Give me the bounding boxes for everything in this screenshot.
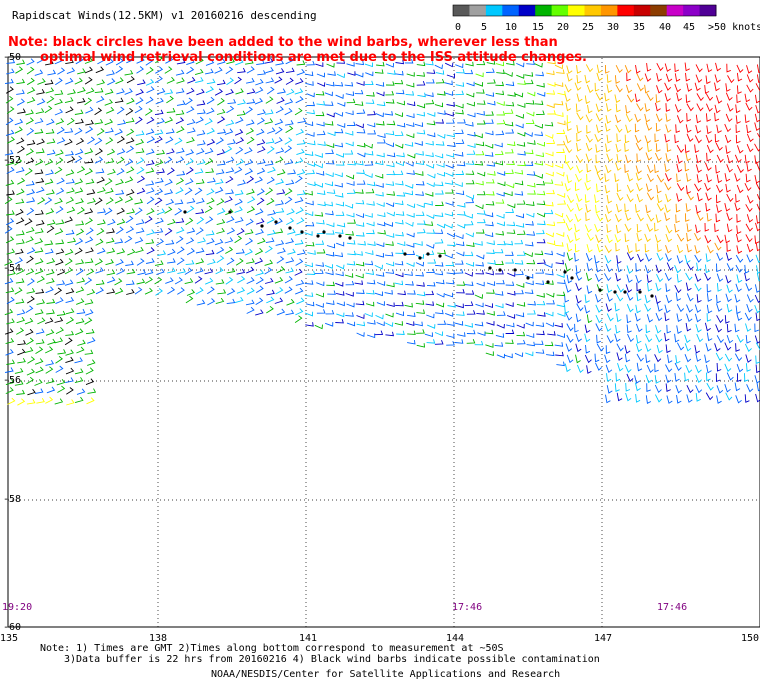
lat-label-50: -50 xyxy=(3,52,21,63)
contamination-dot xyxy=(498,268,502,272)
lon-label-141: 141 xyxy=(299,633,317,644)
legend-swatch xyxy=(600,5,618,16)
time-label-right: 17:46 xyxy=(657,602,687,613)
legend-swatch xyxy=(453,5,470,16)
legend-label: 45 xyxy=(683,22,695,33)
contamination-dot xyxy=(260,224,264,228)
legend-swatch xyxy=(584,5,602,16)
contamination-dot xyxy=(274,220,278,224)
wind-barb-group xyxy=(546,59,684,254)
contamination-dot xyxy=(348,236,352,240)
lat-label-52: -52 xyxy=(3,155,21,166)
wind-barb-group xyxy=(4,58,135,396)
contamination-dot xyxy=(322,230,326,234)
contamination-dot xyxy=(300,230,304,234)
lat-label-58: -58 xyxy=(3,494,21,505)
contamination-dot xyxy=(338,234,342,238)
legend-label: 35 xyxy=(633,22,645,33)
legend-swatch xyxy=(666,5,684,16)
contamination-dot xyxy=(546,280,550,284)
contamination-dot xyxy=(513,268,517,272)
contamination-dot xyxy=(316,234,320,238)
contamination-dot xyxy=(526,276,530,280)
legend-label: 30 xyxy=(607,22,619,33)
legend-label: 25 xyxy=(582,22,594,33)
legend-label: 0 xyxy=(455,22,461,33)
legend-swatch xyxy=(617,5,635,16)
lon-label-138: 138 xyxy=(149,633,167,644)
lat-label-60: -60 xyxy=(3,622,21,633)
notice-line-2: optimal wind retrieval conditions are me… xyxy=(40,50,587,65)
lat-label-54: -54 xyxy=(3,263,21,274)
legend-label: 40 xyxy=(659,22,671,33)
contamination-dot xyxy=(288,226,292,230)
wind-barbs-layer xyxy=(4,55,760,406)
wind-barb-group xyxy=(7,82,621,406)
legend-swatch xyxy=(502,5,520,16)
legend-swatch xyxy=(650,5,668,16)
legend-swatch xyxy=(551,5,569,16)
contamination-dot xyxy=(638,290,642,294)
legend-label: 15 xyxy=(532,22,544,33)
legend-frame xyxy=(452,4,717,17)
legend-label: 10 xyxy=(505,22,517,33)
contamination-dot xyxy=(570,276,574,280)
lat-label-56: -56 xyxy=(3,375,21,386)
lon-label-147: 147 xyxy=(594,633,612,644)
contamination-dot xyxy=(613,290,617,294)
contamination-dot xyxy=(426,252,430,256)
footer-credit: NOAA/NESDIS/Center for Satellite Applica… xyxy=(211,669,560,680)
time-label-middle: 17:46 xyxy=(452,602,482,613)
footer-note-1: Note: 1) Times are GMT 2)Times along bot… xyxy=(40,643,504,654)
contamination-dot xyxy=(438,254,442,258)
notice-line-1: Note: black circles have been added to t… xyxy=(8,35,558,50)
contamination-dot xyxy=(183,210,187,214)
wind-barb-group xyxy=(4,56,760,404)
contamination-dot xyxy=(598,288,602,292)
legend-swatch xyxy=(568,5,585,16)
contamination-dot xyxy=(650,294,654,298)
wind-barb-group xyxy=(135,58,760,403)
legend-label: 20 xyxy=(557,22,569,33)
legend-swatch xyxy=(469,5,487,16)
map-grid xyxy=(7,56,760,628)
legend-swatch xyxy=(535,5,553,16)
legend-swatch xyxy=(699,5,717,16)
wind-barb-group xyxy=(604,64,722,254)
lon-label-135: 135 xyxy=(0,633,18,644)
contamination-dot xyxy=(563,270,567,274)
wind-barb-group xyxy=(475,61,554,204)
legend-swatch xyxy=(485,5,503,16)
contamination-dot xyxy=(403,252,407,256)
contamination-dot xyxy=(418,256,422,260)
legend-label: 5 xyxy=(481,22,487,33)
legend-swatch xyxy=(518,5,536,16)
map-frame xyxy=(7,56,760,628)
contamination-dot xyxy=(488,266,492,270)
wind-barb-group xyxy=(4,55,604,405)
lon-label-150: 150 xyxy=(741,633,759,644)
legend-label: >50 knots xyxy=(708,22,760,33)
wind-barb-group xyxy=(135,57,760,403)
contamination-dot xyxy=(228,210,232,214)
lon-label-144: 144 xyxy=(446,633,464,644)
legend-swatch xyxy=(683,5,701,16)
contamination-dot xyxy=(623,290,627,294)
figure-title: Rapidscat Winds(12.5KM) v1 20160216 desc… xyxy=(12,9,317,22)
wind-speed-legend: 0 5 10 15 20 25 30 35 40 45 >50 knots xyxy=(452,4,760,33)
footer-note-2: 3)Data buffer is 22 hrs from 20160216 4)… xyxy=(64,654,600,665)
legend-swatch xyxy=(633,5,651,16)
time-label-left: 19:20 xyxy=(2,602,32,613)
